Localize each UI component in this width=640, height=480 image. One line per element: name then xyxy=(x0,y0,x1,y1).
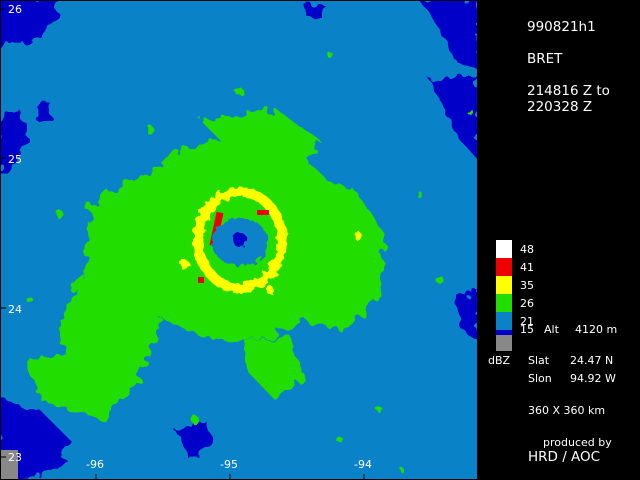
domain-size: 360 X 360 km xyxy=(528,404,606,417)
legend-value-48: 48 xyxy=(520,243,534,256)
lon-label: -96 xyxy=(86,458,104,471)
altitude-label: Alt xyxy=(544,323,559,336)
legend-swatch-21 xyxy=(496,312,512,330)
center-lat-label: Slat xyxy=(528,354,550,367)
rainband-26dbz xyxy=(25,108,385,420)
lat-label: 25 xyxy=(8,153,22,166)
lon-label: -95 xyxy=(220,458,238,471)
lon-label: -94 xyxy=(354,458,372,471)
legend-value-35: 35 xyxy=(520,279,534,292)
legend-swatch-48 xyxy=(496,240,512,258)
flight-id: 990821h1 xyxy=(527,19,596,35)
lat-label: 24 xyxy=(8,303,22,316)
longitude-labels: -96 -95 -94 xyxy=(86,458,372,471)
altitude-value: 4120 m xyxy=(575,323,618,336)
eye xyxy=(212,218,268,266)
latitude-labels: 26 25 24 23 xyxy=(8,3,22,464)
center-lon-value: 94.92 W xyxy=(570,372,616,385)
credit-line2: HRD / AOC xyxy=(528,449,601,465)
radar-reflectivity-map: 26 25 24 23 -96 -95 -94 xyxy=(0,0,478,480)
time-range-start: 214816 Z to xyxy=(527,83,610,99)
eyewall-35dbz xyxy=(180,187,362,294)
legend-swatch-26 xyxy=(496,294,512,312)
legend-swatch-nodata xyxy=(496,335,512,351)
low-reflectivity-patches xyxy=(0,0,478,480)
time-range-end: 220328 Z xyxy=(527,99,593,115)
lat-label: 26 xyxy=(8,3,22,16)
legend-swatch-35 xyxy=(496,276,512,294)
center-lat-value: 24.47 N xyxy=(570,354,614,367)
scattered-echoes xyxy=(27,52,473,472)
storm-name: BRET xyxy=(527,51,563,67)
legend-value-15: 15 xyxy=(520,323,534,336)
center-lon-label: Slon xyxy=(528,372,552,385)
credit-line1: produced by xyxy=(543,436,612,449)
legend-swatch-41 xyxy=(496,258,512,276)
lat-label: 23 xyxy=(8,451,22,464)
unit-label: dBZ xyxy=(488,354,511,367)
legend-value-26: 26 xyxy=(520,297,534,310)
legend-value-21: 21 xyxy=(520,315,534,328)
legend-value-41: 41 xyxy=(520,261,534,274)
